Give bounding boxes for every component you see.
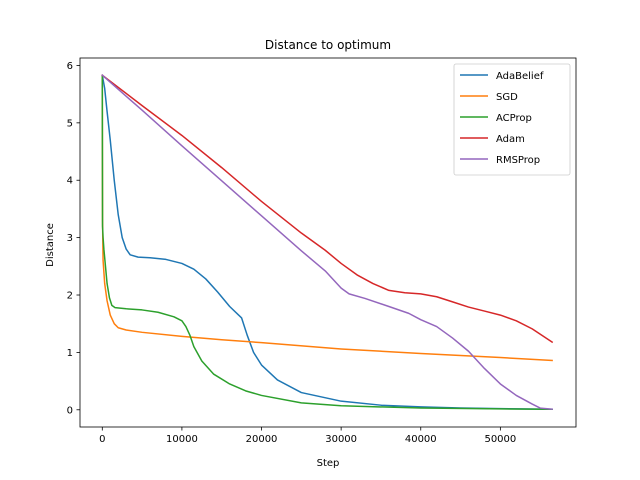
chart-title: Distance to optimum (265, 38, 391, 52)
axes-layer (79, 57, 577, 428)
tick-layer: 0 10000 20000 30000 40000 50000 0 1 2 3 4 5 6 (67, 61, 517, 445)
y-tick-label: 2 (67, 291, 73, 302)
x-tick-label: 50000 (484, 434, 516, 445)
y-axis-label: Distance (45, 223, 56, 267)
series-line-acprop (101, 74, 553, 410)
legend-label-acprop: ACProp (496, 113, 532, 124)
x-tick-label: 40000 (405, 434, 437, 445)
series-line-sgd (101, 74, 553, 362)
series-line-adam (101, 74, 554, 344)
series-line-adabelief (101, 74, 553, 410)
x-tick-label: 30000 (325, 434, 357, 445)
y-tick-label: 0 (67, 405, 73, 416)
legend-label-rmsprop: RMSProp (496, 155, 540, 166)
y-tick-label: 3 (67, 233, 73, 244)
x-tick-label: 10000 (166, 434, 198, 445)
x-tick-label: 0 (99, 434, 105, 445)
y-tick-label: 6 (67, 61, 73, 72)
plot-frame (79, 57, 577, 428)
x-axis-label: Step (317, 458, 340, 469)
legend: AdaBelief SGD ACProp Adam RMSProp (453, 63, 571, 176)
legend-label-adabelief: AdaBelief (496, 71, 544, 82)
y-tick-label: 4 (67, 176, 73, 187)
legend-label-sgd: SGD (496, 92, 518, 103)
legend-label-adam: Adam (496, 134, 525, 145)
legend-box (453, 63, 571, 176)
y-tick-label: 5 (67, 118, 73, 129)
y-tick-label: 1 (67, 348, 73, 359)
series-line-rmsprop (101, 74, 553, 411)
series-layer (101, 74, 554, 411)
x-tick-label: 20000 (246, 434, 278, 445)
